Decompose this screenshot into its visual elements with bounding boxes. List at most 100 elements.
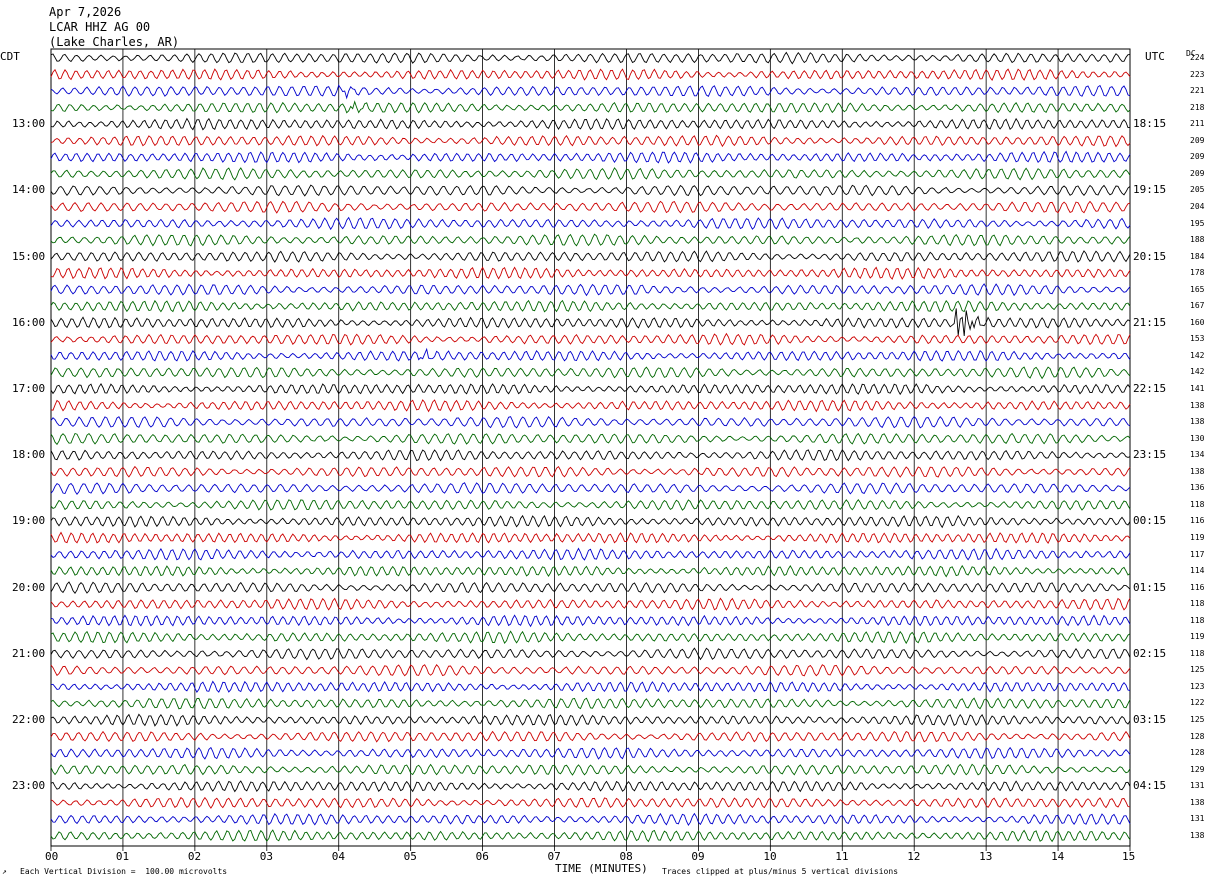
dc-offset-label: 131 <box>1190 781 1205 791</box>
dc-offset-label: 153 <box>1190 334 1205 344</box>
trace-line <box>50 796 1131 809</box>
header-date: Apr 7,2026 <box>49 5 122 19</box>
dc-offset-label: 218 <box>1190 102 1205 112</box>
trace-line <box>50 366 1131 380</box>
x-tick-label: 01 <box>115 850 130 863</box>
right-hour-label: 03:15 <box>1133 713 1167 726</box>
right-hour-label: 18:15 <box>1133 117 1167 131</box>
trace-line <box>50 630 1131 645</box>
dc-offset-label: 118 <box>1190 615 1205 625</box>
left-hour-label: 22:00 <box>12 713 46 726</box>
dc-offset-label: 119 <box>1190 632 1205 642</box>
trace-line <box>50 68 1131 81</box>
x-tick-label: 11 <box>835 850 849 863</box>
trace-line <box>50 399 1131 413</box>
left-hour-label: 18:00 <box>12 448 46 462</box>
left-hour-label: 20:00 <box>12 580 46 594</box>
dc-offset-label: 125 <box>1190 665 1205 675</box>
dc-offset-label: 138 <box>1190 830 1205 840</box>
x-tick-label: 12 <box>907 850 921 863</box>
trace-line <box>50 812 1131 826</box>
dc-offset-label: 128 <box>1190 731 1205 741</box>
trace-line <box>50 780 1131 793</box>
trace-line <box>50 713 1131 727</box>
dc-offset-label: 204 <box>1190 201 1205 211</box>
left-hour-label: 23:00 <box>12 779 46 793</box>
trace-line <box>50 647 1131 661</box>
plot-frame <box>50 48 1131 847</box>
trace-line <box>50 829 1131 843</box>
trace-line <box>50 233 1131 247</box>
trace-line <box>50 299 1131 313</box>
trace-line <box>50 134 1131 148</box>
x-tick-label: 14 <box>1051 850 1065 863</box>
trace-line <box>50 167 1131 181</box>
dc-offset-label: 221 <box>1190 86 1205 96</box>
left-hour-label: 19:00 <box>12 514 46 528</box>
dc-offset-label: 116 <box>1190 582 1205 592</box>
x-tick-label: 06 <box>475 850 489 863</box>
left-hour-label: 15:00 <box>12 249 46 263</box>
dc-offset-label: 134 <box>1190 450 1205 460</box>
right-hour-label: 02:15 <box>1133 646 1167 660</box>
dc-offset-label: 114 <box>1190 566 1205 576</box>
dc-offset-label: 117 <box>1190 549 1205 559</box>
x-axis-title: TIME (MINUTES) <box>555 862 648 875</box>
dc-offset-label: 131 <box>1190 814 1205 824</box>
right-hour-label: 20:15 <box>1133 249 1167 263</box>
dc-offset-label: 116 <box>1190 516 1205 526</box>
trace-line <box>50 746 1131 760</box>
dc-offset-label: 209 <box>1190 152 1205 162</box>
dc-offset-label: 141 <box>1190 384 1205 393</box>
dc-offset-label: 128 <box>1190 748 1205 758</box>
dc-offset-label: 138 <box>1190 466 1205 476</box>
trace-line <box>50 84 1131 100</box>
dc-label: DC <box>1186 49 1196 58</box>
header-location: (Lake Charles, AR) <box>49 35 180 49</box>
header-station: LCAR HHZ AG 00 <box>49 20 151 34</box>
trace-line <box>50 216 1131 231</box>
trace-line <box>50 597 1131 611</box>
clip-note: Traces clipped at plus/minus 5 vertical … <box>662 867 899 876</box>
trace-line <box>50 283 1131 297</box>
dc-offset-label: 142 <box>1190 350 1205 360</box>
trace-line <box>50 680 1131 693</box>
dc-offset-label: 142 <box>1190 367 1205 377</box>
right-hour-label: 21:15 <box>1133 315 1167 329</box>
left-hour-label: 17:00 <box>12 382 46 395</box>
x-tick-label: 05 <box>403 850 417 863</box>
dc-offset-label: 129 <box>1190 764 1205 774</box>
dc-offset-label: 224 <box>1190 53 1205 62</box>
dc-offset-label: 136 <box>1190 483 1205 493</box>
x-tick-label: 02 <box>187 850 202 863</box>
trace-line <box>50 465 1131 478</box>
trace-line <box>50 581 1131 594</box>
x-tick-label: 15 <box>1122 850 1136 863</box>
trace-line <box>50 347 1131 362</box>
dc-offset-label: 118 <box>1190 599 1205 609</box>
dc-offset-label: 125 <box>1190 715 1205 724</box>
trace-line <box>50 763 1131 776</box>
dc-offset-label: 138 <box>1190 797 1205 807</box>
dc-offset-label: 122 <box>1190 698 1205 708</box>
dc-offset-label: 211 <box>1190 119 1205 129</box>
trace-line <box>50 266 1131 280</box>
left-hour-label: 14:00 <box>12 183 46 197</box>
x-tick-label: 00 <box>45 850 59 863</box>
x-tick-label: 03 <box>259 850 274 863</box>
trace-line <box>50 150 1131 164</box>
dc-offset-label: 209 <box>1190 168 1205 178</box>
dc-offset-label: 209 <box>1190 135 1205 145</box>
dc-offset-label: 184 <box>1190 251 1205 261</box>
dc-offset-label: 138 <box>1190 417 1205 427</box>
trace-line <box>50 499 1131 511</box>
dc-offset-label: 118 <box>1190 499 1205 509</box>
left-hour-label: 16:00 <box>12 315 46 329</box>
trace-line <box>50 308 1131 337</box>
dc-offset-label: 160 <box>1190 317 1205 327</box>
trace-line <box>50 448 1131 462</box>
dc-offset-label: 165 <box>1190 284 1205 294</box>
x-tick-label: 04 <box>331 850 345 863</box>
scale-note: Each Vertical Division = 100.00 microvol… <box>20 867 228 876</box>
x-tick-label: 13 <box>979 850 993 863</box>
